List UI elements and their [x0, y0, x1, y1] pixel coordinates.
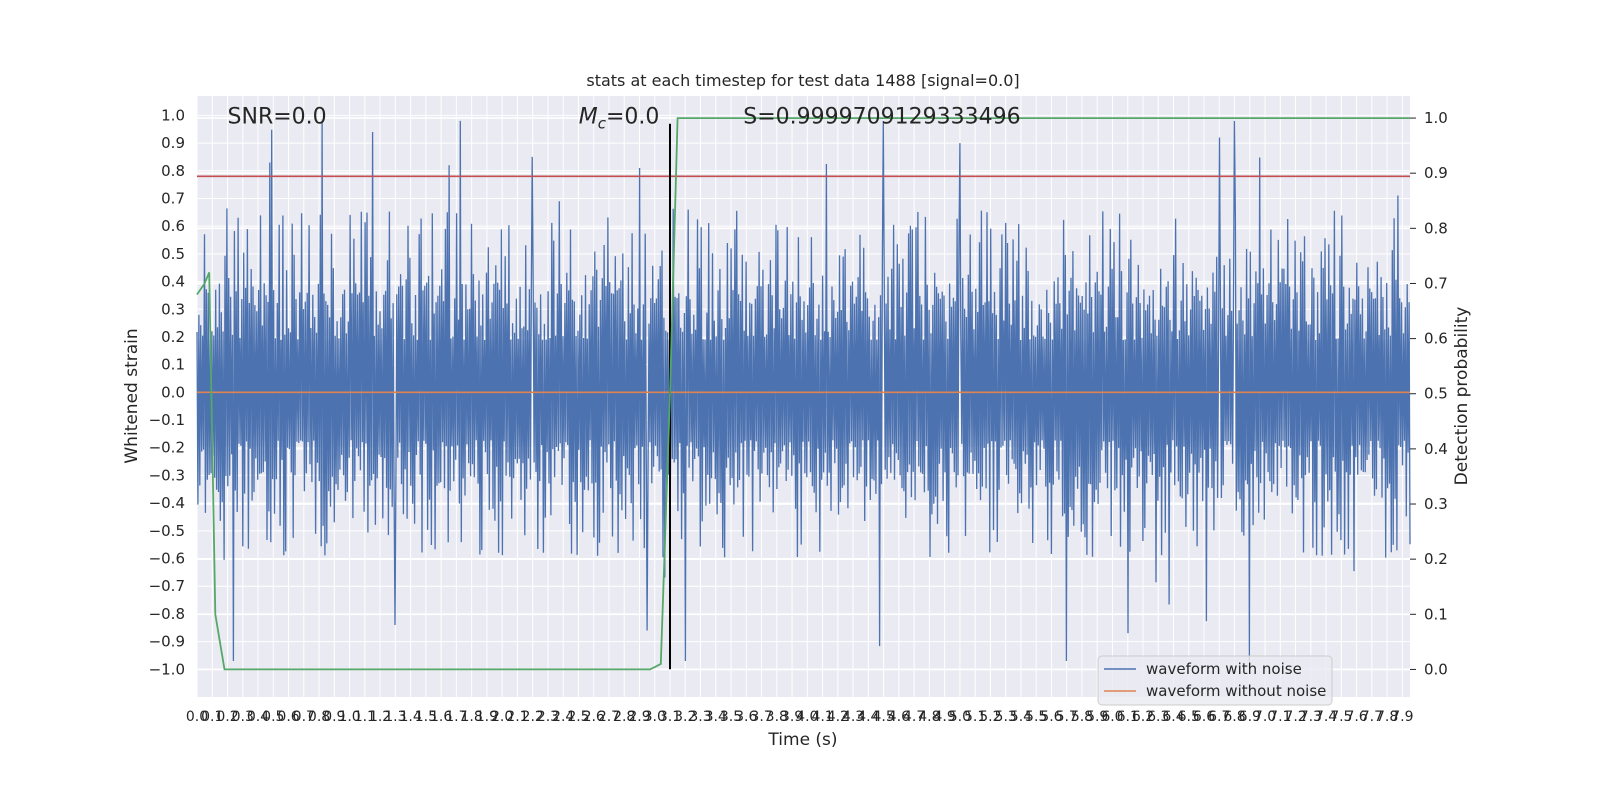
legend: waveform with noise waveform without noi…	[1098, 656, 1332, 705]
y-tick-label: 0.6	[161, 217, 185, 235]
y-tick-label: 0.4	[161, 273, 185, 291]
y-tick-label: 0.9	[161, 134, 185, 152]
y-tick-label: 0.0	[161, 383, 185, 401]
y-right-tick-label: 0.4	[1424, 440, 1448, 458]
y-tick-label: −0.2	[149, 439, 185, 457]
y-tick-label: −1.0	[149, 660, 185, 678]
y-tick-label: −0.8	[149, 605, 185, 623]
y-tick-label: −0.5	[149, 522, 185, 540]
y-tick-label: 0.5	[161, 245, 185, 263]
y-tick-label: −0.7	[149, 577, 185, 595]
score-annotation: S=0.9999709129333496	[743, 104, 1020, 129]
y-axis-right-ticks: 1.0 0.9 0.8 0.7 0.6 0.5 0.4 0.3 0.2 0.1 0.0	[1410, 109, 1448, 678]
y-right-tick-label: 0.3	[1424, 495, 1448, 513]
y-axis-left-ticks: 1.0 0.9 0.8 0.7 0.6 0.5 0.4 0.3 0.2 0.1 0.0 −0.1 −0.…	[149, 106, 185, 678]
legend-label-noise: waveform with noise	[1146, 660, 1302, 678]
y-tick-label: 0.2	[161, 328, 185, 346]
y-tick-label: −0.6	[149, 550, 185, 568]
y-tick-label: −0.9	[149, 633, 185, 651]
snr-annotation: SNR=0.0	[228, 104, 327, 129]
chirp-mass-annotation: Mc=0.0	[579, 104, 660, 132]
y-tick-label: 0.3	[161, 300, 185, 318]
y-tick-label: 0.1	[161, 356, 185, 374]
y-right-tick-label: 1.0	[1424, 109, 1448, 127]
y-right-tick-label: 0.7	[1424, 274, 1448, 292]
y-right-tick-label: 0.5	[1424, 385, 1448, 403]
x-tick-label: 7.9	[1391, 709, 1413, 725]
y-tick-label: −0.3	[149, 466, 185, 484]
y-right-axis-label: Detection probability	[1452, 307, 1472, 486]
y-right-tick-label: 0.1	[1424, 605, 1448, 623]
y-tick-label: −0.4	[149, 494, 185, 512]
y-axis-label: Whitened strain	[122, 328, 142, 463]
x-axis-ticks: 0.00.10.20.30.40.50.60.70.80.91.01.11.21…	[186, 709, 1414, 725]
y-right-tick-label: 0.0	[1424, 660, 1448, 678]
y-right-tick-label: 0.9	[1424, 164, 1448, 182]
y-right-tick-label: 0.2	[1424, 550, 1448, 568]
x-axis-label: Time (s)	[767, 730, 837, 750]
chart-title: stats at each timestep for test data 148…	[586, 71, 1019, 90]
y-tick-label: −0.1	[149, 411, 185, 429]
y-right-tick-label: 0.8	[1424, 219, 1448, 237]
y-tick-label: 0.7	[161, 189, 185, 207]
y-tick-label: 1.0	[161, 106, 185, 124]
chart-figure: stats at each timestep for test data 148…	[0, 0, 1600, 800]
legend-label-clean: waveform without noise	[1146, 682, 1326, 700]
chirp-mass-symbol: M	[579, 104, 598, 129]
y-right-tick-label: 0.6	[1424, 330, 1448, 348]
chirp-mass-value: =0.0	[606, 104, 659, 129]
y-tick-label: 0.8	[161, 162, 185, 180]
